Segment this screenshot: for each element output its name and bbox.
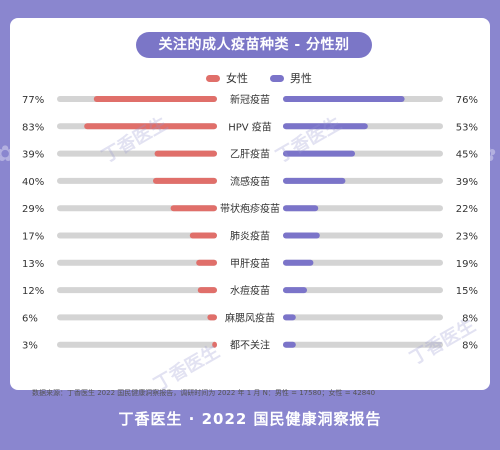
male-track [283, 232, 443, 239]
male-track [283, 259, 443, 266]
legend-male: 男性 [270, 70, 312, 86]
female-bar [197, 287, 217, 294]
category-label: 乙肝疫苗 [230, 148, 270, 161]
female-value-label: 13% [22, 259, 44, 270]
male-bar [283, 205, 319, 212]
female-track [57, 232, 217, 239]
female-value-label: 6% [22, 313, 38, 324]
female-track [57, 259, 217, 266]
female-bar [84, 123, 217, 130]
male-value-label: 8% [462, 313, 478, 324]
legend-female: 女性 [206, 70, 248, 86]
male-track [283, 341, 443, 348]
footer-report-title: 丁香医生 · 2022 国民健康洞察报告 [118, 410, 382, 428]
male-value-label: 23% [456, 232, 478, 243]
male-bar [283, 232, 320, 239]
male-value-label: 53% [456, 122, 478, 133]
female-value-label: 17% [22, 232, 44, 243]
male-value-label: 8% [462, 341, 478, 352]
legend-male-label: 男性 [290, 72, 312, 85]
male-value-label: 15% [456, 286, 478, 297]
category-label: 水痘疫苗 [230, 284, 270, 297]
female-bar [207, 314, 217, 321]
male-track [283, 314, 443, 321]
butterfly-bar-chart: 新冠疫苗 77% 76% HPV 疫苗 83% 53% 乙肝疫苗 39% 45% 流感疫苗 40% 3… [22, 93, 478, 352]
female-bar [93, 96, 217, 102]
male-track [283, 287, 443, 294]
female-bar [154, 150, 217, 157]
female-bar [153, 177, 217, 184]
male-bar [283, 287, 307, 294]
category-label: HPV 疫苗 [228, 120, 272, 133]
female-track [57, 314, 217, 321]
male-value-label: 45% [456, 150, 478, 161]
female-bar [196, 259, 217, 266]
male-bar [283, 314, 296, 321]
male-bar [283, 123, 368, 130]
female-value-label: 83% [22, 122, 44, 133]
category-label: 流感疫苗 [230, 175, 270, 188]
category-label: 都不关注 [230, 339, 270, 352]
male-value-label: 76% [456, 95, 478, 106]
category-label: 肺炎疫苗 [230, 230, 270, 243]
male-bar [283, 259, 314, 266]
male-bar [283, 96, 405, 102]
female-value-label: 12% [22, 286, 44, 297]
female-bar [170, 205, 217, 212]
category-label: 麻腮风疫苗 [225, 311, 275, 324]
female-value-label: 29% [22, 204, 44, 215]
female-bar [212, 341, 217, 348]
male-value-label: 22% [456, 204, 478, 215]
male-bar [283, 150, 355, 157]
legend-female-swatch [206, 74, 220, 82]
category-label: 甲肝疫苗 [230, 257, 270, 270]
female-track [57, 341, 217, 348]
male-bar [283, 177, 346, 184]
male-value-label: 39% [456, 177, 478, 188]
male-track [283, 205, 443, 212]
category-label: 新冠疫苗 [230, 93, 270, 106]
female-value-label: 77% [22, 95, 44, 106]
female-bar [189, 232, 217, 239]
male-value-label: 19% [456, 259, 478, 270]
chart-title: 关注的成人疫苗种类 - 分性别 [136, 32, 372, 58]
female-track [57, 287, 217, 294]
data-source-note: 数据来源：丁香医生 2022 国民健康洞察报告，调研时间为 2022 年 1 月… [32, 389, 376, 397]
chart-card: 关注的成人疫苗种类 - 分性别 女性 男性 新冠疫苗 77% 76% HPV 疫苗 83… [10, 18, 490, 397]
legend-male-swatch [270, 74, 284, 82]
male-bar [283, 341, 296, 348]
legend-female-label: 女性 [226, 72, 248, 85]
female-value-label: 3% [22, 341, 38, 352]
female-value-label: 40% [22, 177, 44, 188]
female-value-label: 39% [22, 150, 44, 161]
category-label: 带状疱疹疫苗 [220, 202, 280, 215]
